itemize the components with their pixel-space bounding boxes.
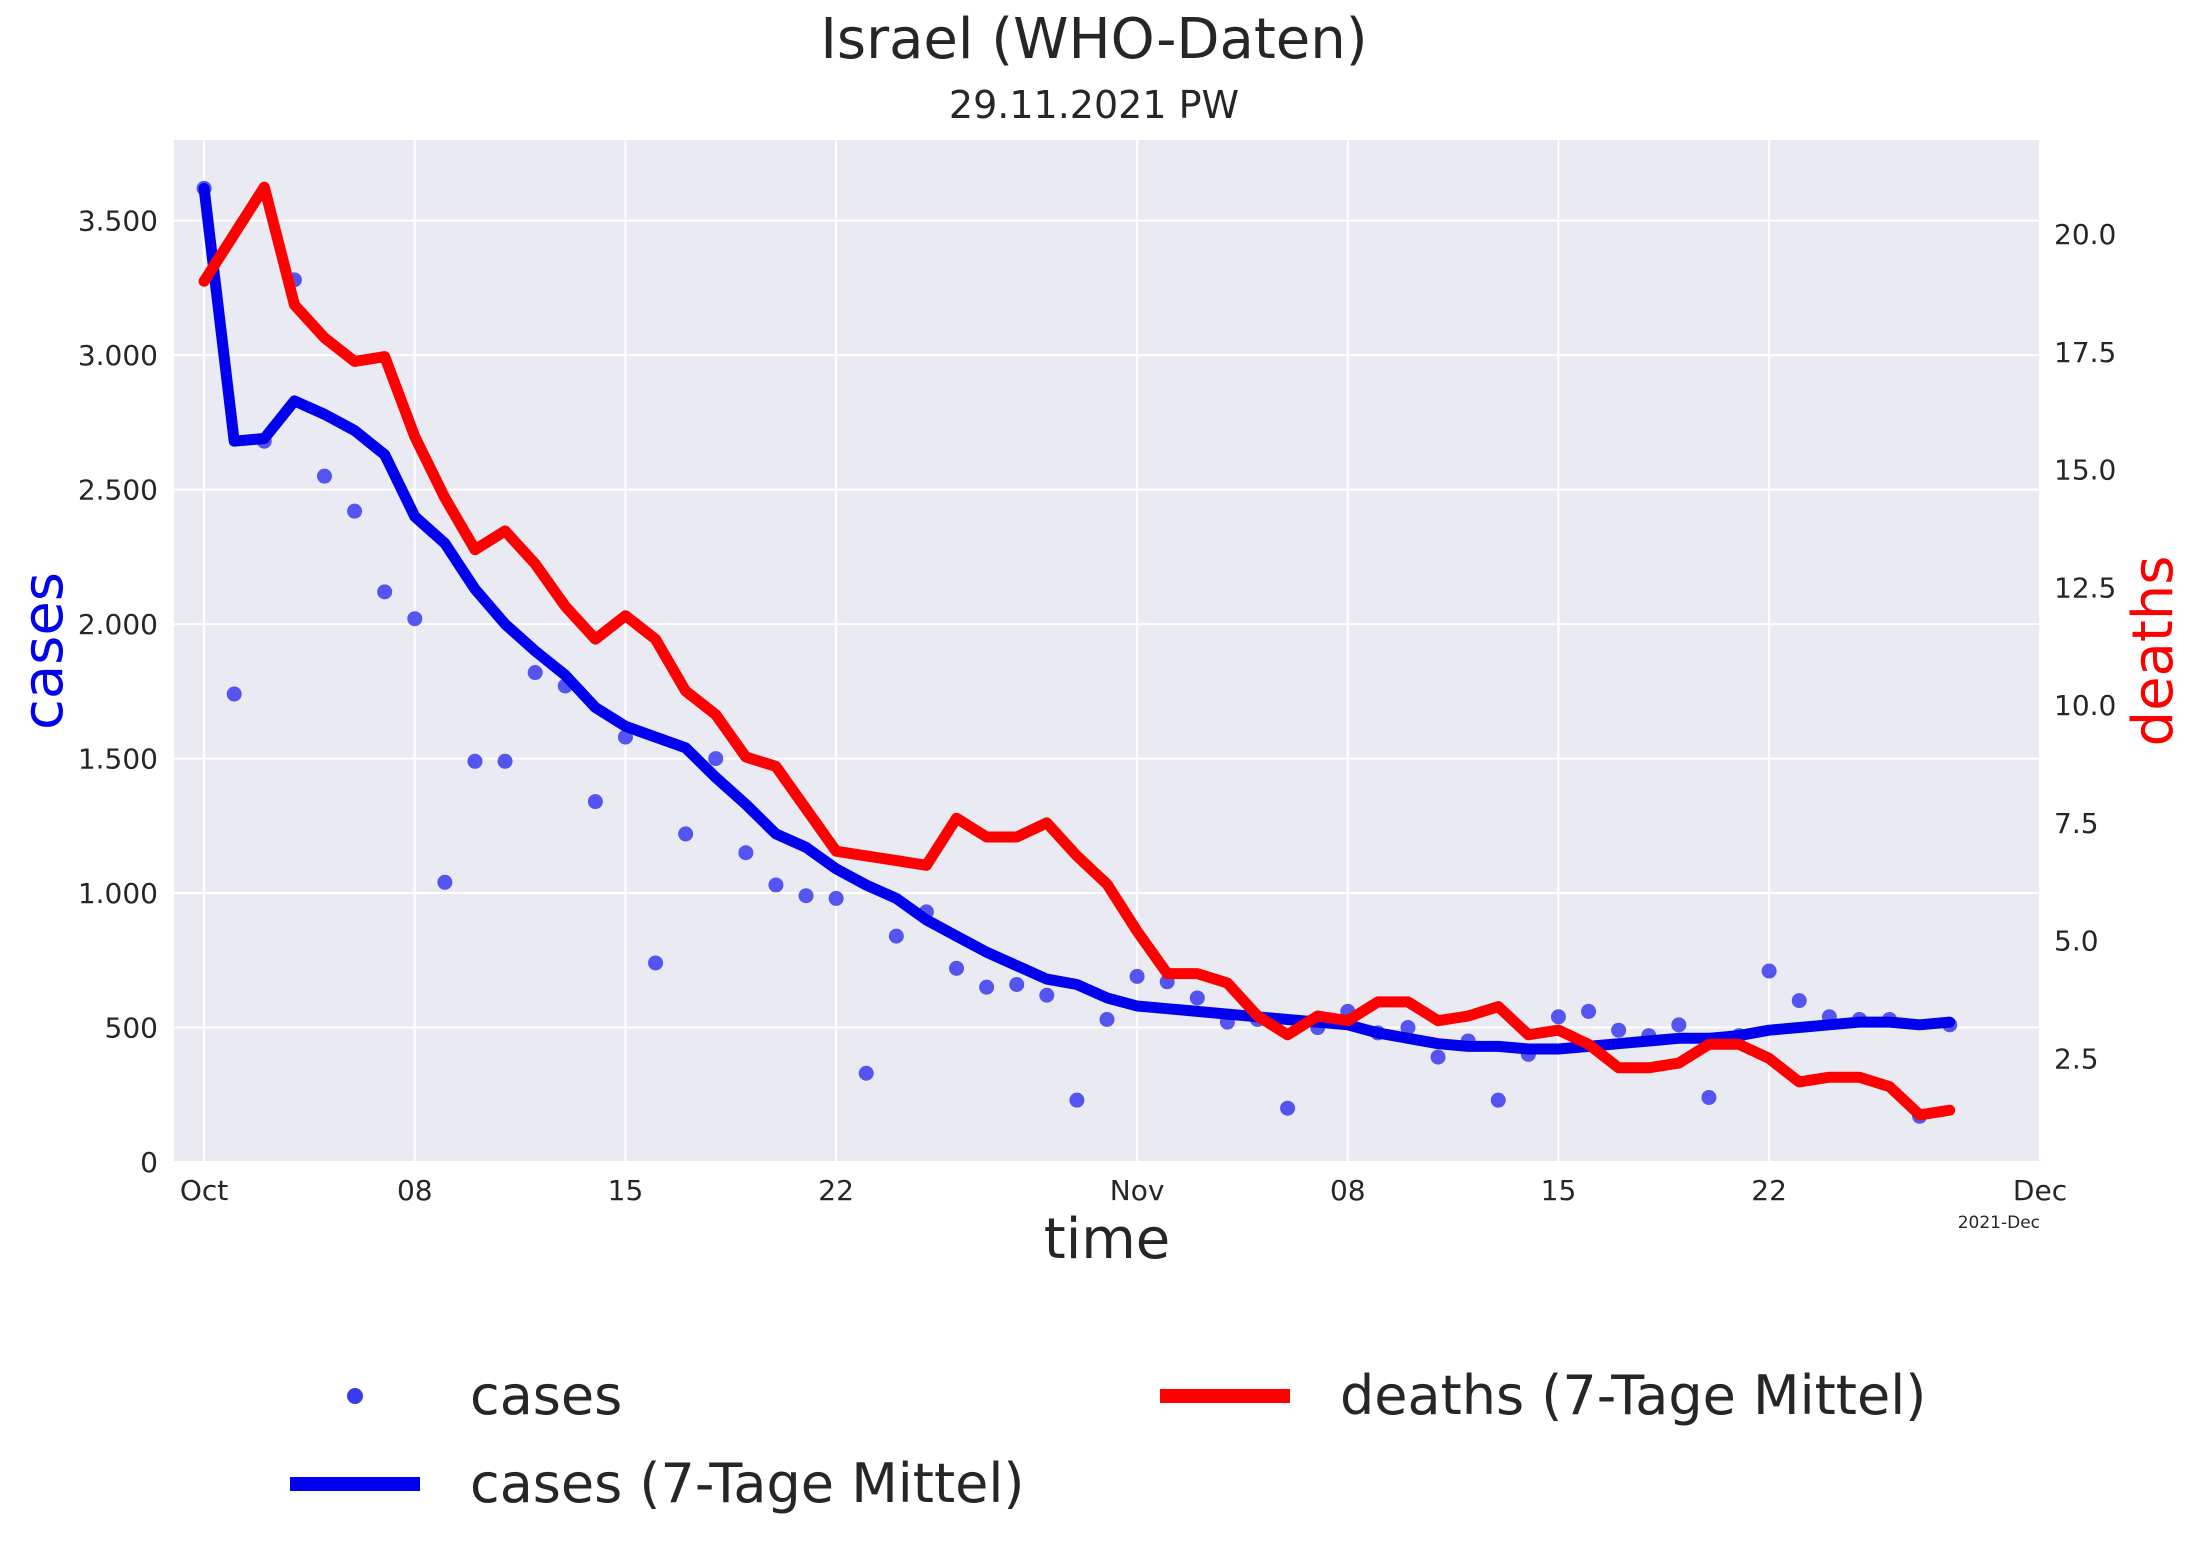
y-right-tick-label: 17.5 [2054, 336, 2116, 369]
cases-point [347, 503, 363, 519]
cases-point [979, 979, 995, 995]
legend: cases cases (7-Tage Mittel) deaths (7-Ta… [290, 1364, 1926, 1515]
y-right-tick-label: 10.0 [2054, 689, 2116, 722]
cases-point [1099, 1011, 1115, 1027]
legend-label-deaths-avg: deaths (7-Tage Mittel) [1340, 1364, 1926, 1427]
cases-point [316, 468, 332, 484]
cases-point [708, 751, 724, 767]
cases-point [377, 584, 393, 600]
x-tick-label: 15 [608, 1174, 644, 1207]
y-left-tick-label: 2.000 [78, 608, 158, 641]
y-right-tick-label: 15.0 [2054, 454, 2116, 487]
y-left-tick-label: 500 [105, 1012, 158, 1045]
x-tick-label: 22 [818, 1174, 854, 1207]
grid [174, 140, 2041, 1163]
x-corner-label: 2021-Dec [1958, 1213, 2040, 1233]
chart-subtitle: 29.11.2021 PW [949, 83, 1239, 127]
cases-point [678, 826, 694, 842]
legend-item-deaths-avg: deaths (7-Tage Mittel) [1160, 1364, 1926, 1427]
cases-point [648, 955, 664, 971]
legend-item-cases-avg: cases (7-Tage Mittel) [290, 1452, 1024, 1515]
cases-point [1280, 1100, 1296, 1116]
cases-point [1009, 976, 1025, 992]
cases-point [1791, 993, 1807, 1009]
y-axis-label-left: cases [11, 572, 76, 730]
cases-point [798, 888, 814, 904]
cases-point [527, 665, 543, 681]
axes-text: Oct 08 15 22 Nov 08 15 22 Dec 0 500 1.000 1.500 2.000… [78, 205, 2117, 1207]
x-tick-label: 15 [1541, 1174, 1577, 1207]
cases-point [1430, 1049, 1446, 1065]
y-right-tick-label: 20.0 [2054, 218, 2116, 251]
cases-point [1039, 987, 1055, 1003]
cases-point [1701, 1089, 1717, 1105]
y-left-tick-label: 0 [140, 1146, 158, 1179]
cases-point [1129, 968, 1145, 984]
cases-point [828, 890, 844, 906]
cases-point [1069, 1092, 1085, 1108]
y-right-tick-label: 2.5 [2054, 1042, 2099, 1075]
x-axis-label: time [1044, 1207, 1171, 1272]
legend-label-cases-avg: cases (7-Tage Mittel) [470, 1452, 1024, 1515]
cases-point [467, 753, 483, 769]
cases-point [497, 753, 513, 769]
cases-point [1671, 1017, 1687, 1033]
plot-area [174, 140, 2040, 1162]
y-right-tick-label: 5.0 [2054, 925, 2099, 958]
cases-point [949, 960, 965, 976]
y-axis-label-right: deaths [2121, 556, 2186, 747]
y-right-tick-label: 12.5 [2054, 571, 2116, 604]
cases-point [1189, 990, 1205, 1006]
chart-title: Israel (WHO-Daten) [820, 7, 1367, 72]
deaths-7day-line [198, 181, 1956, 1121]
legend-swatch-cases [347, 1388, 363, 1404]
cases-point [437, 874, 453, 890]
series-layer [196, 180, 1958, 1124]
cases-point [226, 686, 242, 702]
cases-point [888, 928, 904, 944]
cases-point [1550, 1009, 1566, 1025]
cases-point [587, 794, 603, 810]
y-left-tick-label: 3.500 [78, 205, 158, 238]
cases-point [1581, 1003, 1597, 1019]
y-left-tick-label: 3.000 [78, 339, 158, 372]
cases-point [738, 845, 754, 861]
cases-point [1400, 1020, 1416, 1036]
x-tick-label: 08 [397, 1174, 433, 1207]
cases-point [768, 877, 784, 893]
cases-point [1761, 963, 1777, 979]
y-left-tick-label: 1.500 [78, 743, 158, 776]
x-tick-label: 08 [1330, 1174, 1366, 1207]
legend-item-cases: cases [347, 1364, 622, 1427]
legend-label-cases: cases [470, 1364, 622, 1427]
x-tick-label: Dec [2013, 1174, 2067, 1207]
cases-7day-line [198, 182, 1956, 1055]
cases-point [407, 611, 423, 627]
y-left-tick-label: 2.500 [78, 474, 158, 507]
cases-point [1490, 1092, 1506, 1108]
y-left-tick-label: 1.000 [78, 877, 158, 910]
cases-point [1611, 1022, 1627, 1038]
cases-point [858, 1065, 874, 1081]
y-right-tick-label: 7.5 [2054, 807, 2099, 840]
x-tick-label: Oct [180, 1174, 228, 1207]
x-tick-label: 22 [1751, 1174, 1787, 1207]
x-tick-label: Nov [1110, 1174, 1165, 1207]
